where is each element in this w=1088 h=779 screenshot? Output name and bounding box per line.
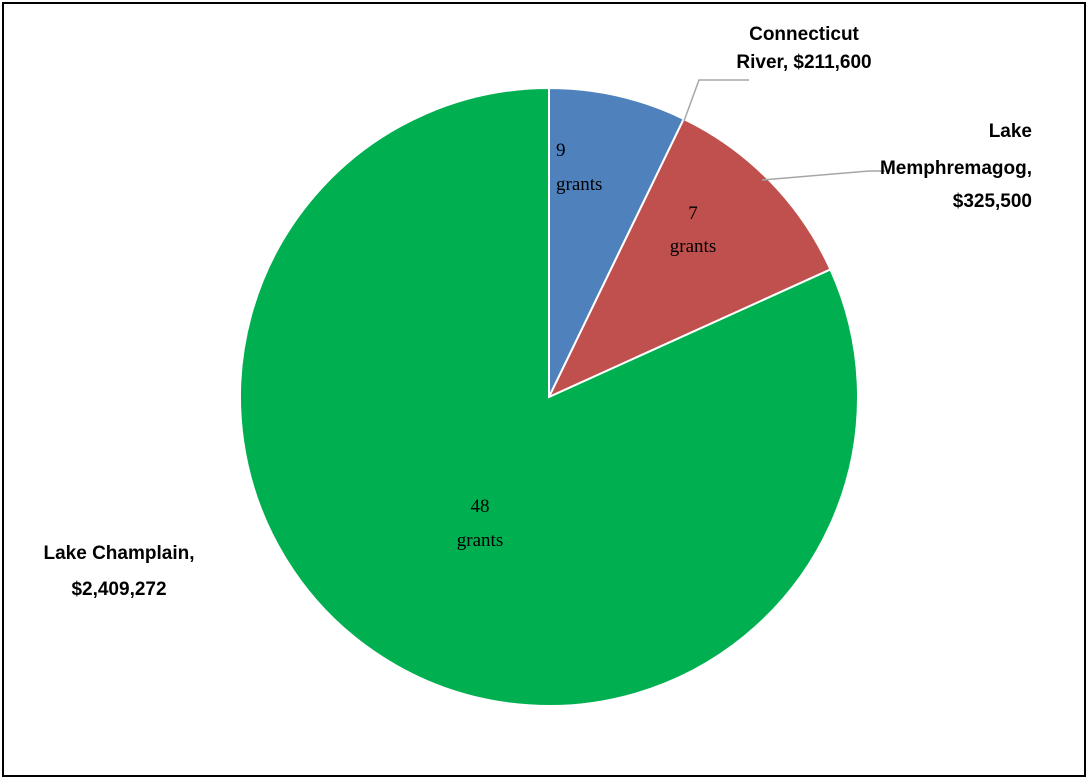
category-label-line: $325,500 — [953, 191, 1032, 212]
pie-slice-lake-champlain — [239, 86, 860, 707]
grants-label-line: 48 — [471, 496, 490, 517]
grants-label-line: 7 — [688, 203, 698, 224]
grants-label-connecticut-river: 9 grants — [556, 140, 602, 195]
category-label-line: Connecticut — [749, 24, 859, 45]
grants-label-line: grants — [457, 530, 503, 551]
category-label-connecticut-river: Connecticut River, $211,600 — [736, 24, 871, 73]
grants-label-lake-champlain: 48 grants — [457, 496, 503, 551]
leader-line-connecticut-river — [683, 79, 749, 122]
category-label-line: Memphremagog, — [880, 158, 1032, 179]
pie-slices — [239, 86, 860, 707]
pie-slice-lake-memphremagog — [546, 117, 832, 400]
category-label-line: River, $211,600 — [736, 52, 871, 73]
category-label-lake-champlain: Lake Champlain, $2,409,272 — [44, 543, 195, 600]
grants-label-line: 9 — [556, 140, 566, 161]
grants-label-line: grants — [556, 174, 602, 195]
leader-line-lake-memphremagog — [761, 170, 885, 181]
category-label-line: Lake — [989, 121, 1032, 142]
pie-slice-connecticut-river — [548, 86, 686, 398]
pie-chart: Connecticut River, $211,600 9 grants Lake Mem… — [44, 24, 1033, 707]
category-label-line: $2,409,272 — [71, 579, 166, 600]
category-label-line: Lake Champlain, — [44, 543, 195, 564]
slice-labels: Connecticut River, $211,600 9 grants Lake Mem… — [44, 24, 1033, 600]
leader-lines — [683, 79, 885, 181]
grants-label-lake-memphremagog: 7 grants — [670, 203, 716, 257]
grants-label-line: grants — [670, 236, 716, 257]
category-label-lake-memphremagog: Lake Memphremagog, $325,500 — [880, 121, 1032, 212]
